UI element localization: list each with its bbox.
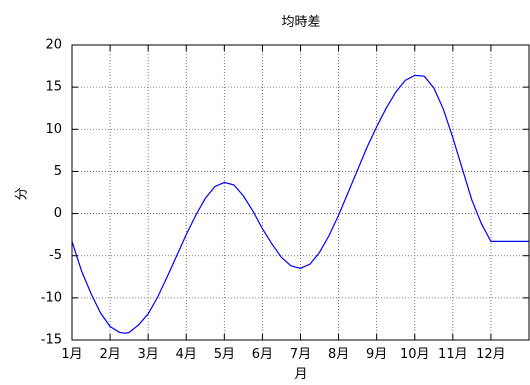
x-tick-label: 6月 [252, 347, 273, 362]
series-group [72, 74, 529, 334]
x-tick-label: 7月 [290, 347, 311, 362]
y-tick-label: -15 [41, 333, 62, 348]
x-tick-label: 3月 [138, 347, 159, 362]
y-tick-label: 0 [54, 206, 62, 221]
x-tick-labels: 1月 2月 3月 4月 5月 6月 7月 8月 9月 10月 11月 12月 [61, 347, 505, 362]
y-tick-label: 20 [45, 38, 62, 53]
x-tick-label: 1月 [61, 347, 82, 362]
x-tick-label: 12月 [476, 347, 506, 362]
y-axis-label: 分 [15, 187, 30, 200]
y-tick-labels: -15 -10 -5 0 5 10 15 20 [41, 38, 62, 348]
x-tick-label: 2月 [99, 347, 120, 362]
x-tick-label: 11月 [438, 347, 468, 362]
x-tick-label: 4月 [176, 347, 197, 362]
y-tick-label: -10 [41, 290, 62, 305]
chart-title: 均時差 [281, 15, 320, 30]
x-tick-label: 9月 [366, 347, 387, 362]
series-line [72, 74, 529, 334]
x-tick-label: 8月 [328, 347, 349, 362]
y-tick-label: -5 [49, 248, 62, 263]
plot-frame [71, 44, 530, 341]
y-tick-label: 15 [45, 80, 62, 95]
x-tick-label: 10月 [400, 347, 430, 362]
grid-lines [72, 45, 529, 340]
x-tick-label: 5月 [214, 347, 235, 362]
y-tick-label: 5 [54, 164, 62, 179]
y-tick-label: 10 [45, 122, 62, 137]
x-axis-label: 月 [294, 367, 307, 382]
